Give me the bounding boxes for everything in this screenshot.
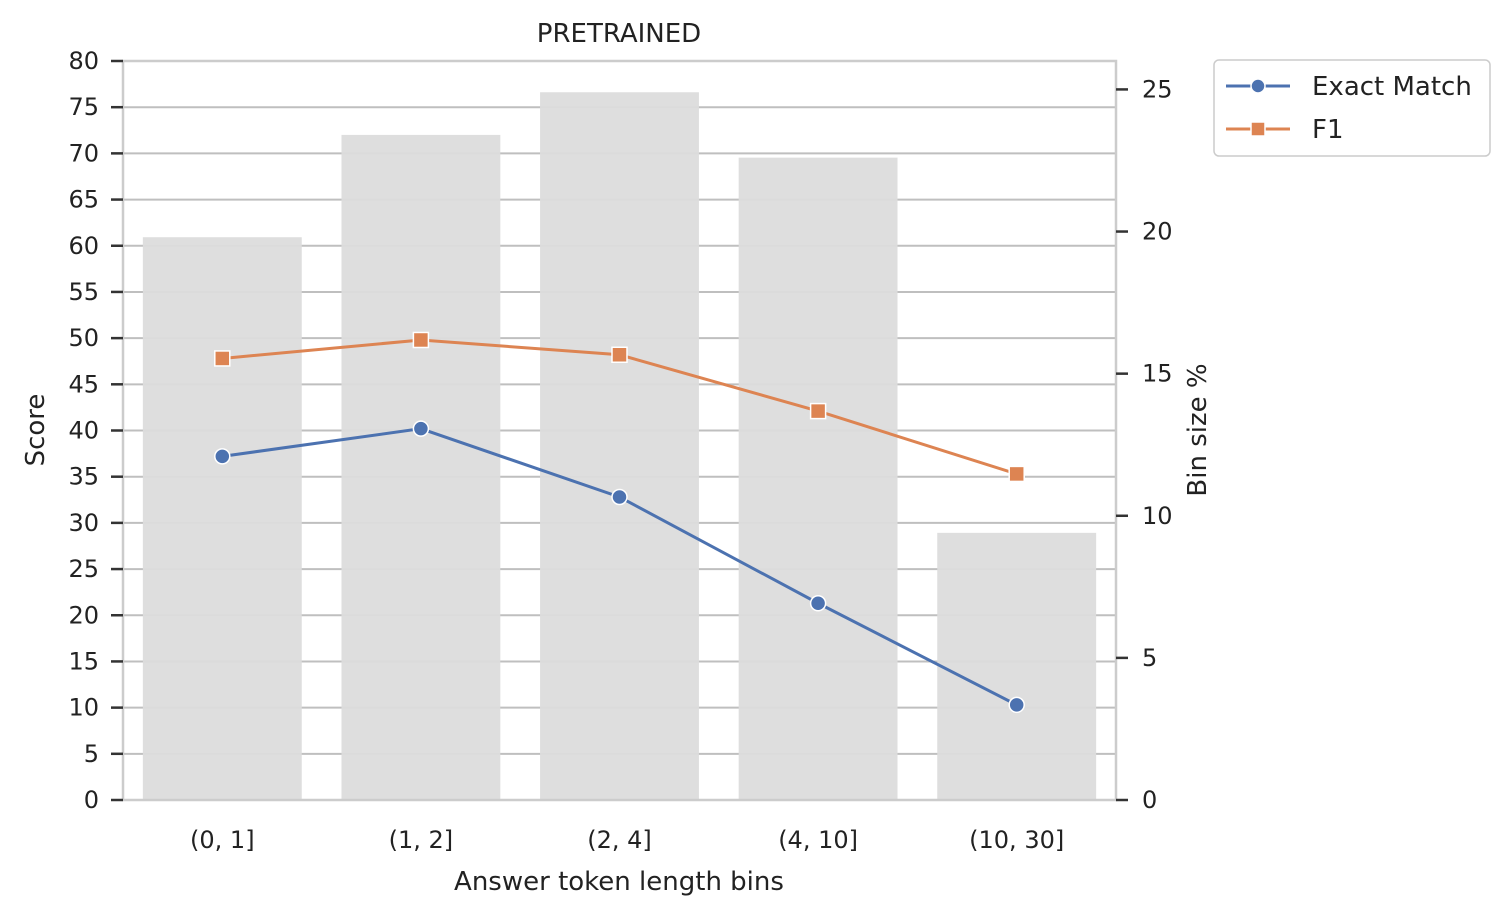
legend-f1-label: F1 [1312, 115, 1344, 145]
right-y-axis: 0 5 10 15 20 25 [1116, 75, 1173, 814]
legend: Exact Match F1 [1213, 59, 1491, 157]
left-tick-label: 45 [68, 370, 99, 398]
left-tick-label: 65 [68, 186, 99, 214]
bin-size-bar [937, 532, 1097, 800]
left-tick-label: 20 [68, 601, 99, 629]
series-point-0 [1008, 696, 1025, 714]
x-tick-label: (10, 30] [969, 826, 1064, 854]
score-lines [214, 331, 1025, 714]
legend-exact-match-label: Exact Match [1312, 72, 1472, 102]
right-tick-label: 20 [1142, 218, 1173, 246]
left-tick-label: 50 [68, 324, 99, 352]
x-tick-label: (4, 10] [778, 826, 858, 854]
bin-size-bars [142, 92, 1097, 801]
series-point-1 [214, 350, 231, 367]
bin-size-bar [738, 157, 898, 801]
x-tick-label: (0, 1] [190, 826, 255, 854]
series-point-0 [412, 420, 430, 437]
bin-size-bar [540, 92, 699, 800]
bin-size-bar [341, 134, 501, 800]
left-y-axis: 0 5 10 15 20 25 30 35 40 45 50 55 60 65 70 75 80 [68, 47, 123, 814]
series-point-1 [611, 346, 628, 364]
left-tick-label: 55 [68, 278, 99, 306]
left-tick-label: 35 [68, 463, 99, 491]
legend-box [1213, 59, 1491, 157]
left-tick-label: 5 [84, 740, 99, 768]
x-axis-title: Answer token length bins [454, 867, 784, 897]
right-tick-label: 10 [1142, 502, 1173, 530]
series-point-1 [809, 402, 827, 420]
series-point-1 [412, 331, 430, 349]
left-tick-label: 40 [68, 417, 99, 445]
left-tick-label: 10 [68, 694, 99, 722]
legend-f1-marker [1250, 121, 1266, 137]
right-tick-label: 15 [1142, 360, 1173, 388]
x-axis: (0, 1] (1, 2] (2, 4] (4, 10] (10, 30] [190, 826, 1064, 854]
series-point-0 [611, 488, 628, 506]
left-tick-label: 15 [68, 647, 99, 675]
right-tick-label: 5 [1142, 644, 1157, 672]
left-tick-label: 25 [68, 555, 99, 583]
series-point-1 [1008, 465, 1025, 483]
right-y-axis-title: Bin size % [1183, 363, 1213, 496]
series-point-0 [214, 448, 231, 465]
x-tick-label: (2, 4] [587, 826, 652, 854]
series-point-0 [809, 594, 827, 612]
left-tick-label: 60 [68, 232, 99, 260]
left-tick-label: 80 [68, 47, 99, 75]
right-tick-label: 0 [1142, 786, 1157, 814]
right-tick-label: 25 [1142, 75, 1173, 103]
legend-exact-match-marker [1250, 78, 1266, 94]
left-tick-label: 70 [68, 139, 99, 167]
left-y-axis-title: Score [21, 394, 51, 467]
left-tick-label: 75 [68, 93, 99, 121]
bin-size-bar [142, 237, 302, 800]
x-tick-label: (1, 2] [389, 826, 454, 854]
left-tick-label: 30 [68, 509, 99, 537]
left-tick-label: 0 [84, 786, 99, 814]
chart-title: PRETRAINED [537, 19, 701, 49]
